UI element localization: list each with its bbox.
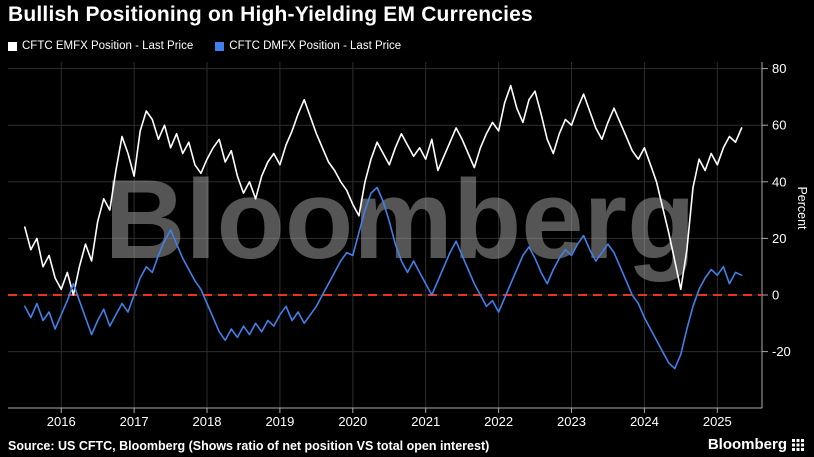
x-tick-label: 2023 [557,414,586,429]
bloomberg-grid-icon [792,438,804,451]
x-tick-label: 2016 [47,414,76,429]
x-tick-label: 2022 [484,414,513,429]
bloomberg-watermark: Bloomberg [104,157,695,282]
x-tick-label: 2025 [703,414,732,429]
chart-svg: 80 60 40 20 0 -20 2016 2017 2018 2019 2020 2021 2022… [8,61,809,429]
legend-item-dmfx: CFTC DMFX Position - Last Price [215,40,401,52]
y-tick-label: 80 [772,61,786,76]
x-tick-label: 2017 [120,414,149,429]
y-tick-label: 20 [772,231,786,246]
y-tick-label: 0 [772,288,779,303]
y-tick-label: 60 [772,118,786,133]
legend-item-emfx: CFTC EMFX Position - Last Price [8,40,193,52]
y-tick-label: -20 [772,344,791,359]
legend: CFTC EMFX Position - Last Price CFTC DMF… [8,40,401,52]
source-note: Source: US CFTC, Bloomberg (Shows ratio … [8,439,490,453]
y-tick-label: 40 [772,174,786,189]
x-tick-label: 2024 [630,414,659,429]
x-tick-label: 2020 [338,414,367,429]
series-line-emfx [23,84,743,296]
x-tick-label: 2019 [265,414,294,429]
dmfx-swatch-icon [215,41,225,51]
page-title: Bullish Positioning on High-Yielding EM … [8,3,533,26]
legend-label-emfx: CFTC EMFX Position - Last Price [22,40,194,52]
emfx-swatch-icon [8,41,17,51]
bloomberg-logo-text: Bloomberg [707,436,787,453]
y-axis-title: Percent [795,186,809,230]
x-tick-label: 2018 [193,414,222,429]
legend-label-dmfx: CFTC DMFX Position - Last Price [229,40,402,52]
series-line-dmfx [23,186,743,370]
x-tick-label: 2021 [411,414,440,429]
bloomberg-logo: Bloomberg [708,436,804,453]
